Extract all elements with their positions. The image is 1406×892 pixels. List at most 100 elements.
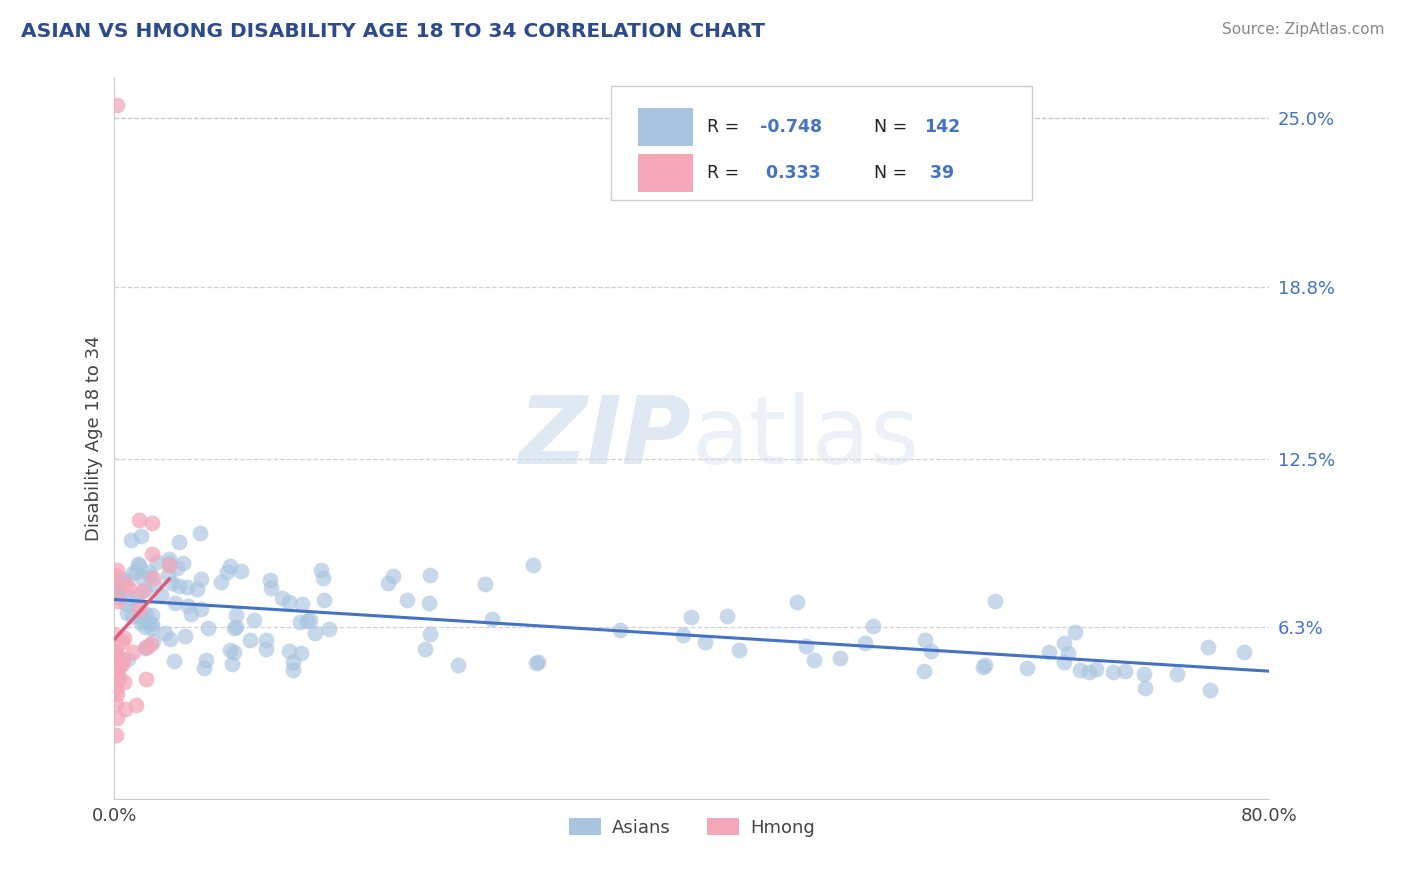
Point (128, 602, 150, 616)
Point (157, 558, 180, 573)
Point (108, 591, 131, 605)
Point (522, 558, 544, 572)
Point (1069, 663, 1091, 677)
Point (1056, 646, 1078, 660)
Point (188, 526, 211, 541)
Point (166, 561, 188, 575)
Point (105, 697, 128, 711)
Point (260, 581, 283, 595)
Point (1133, 681, 1156, 695)
Point (111, 572, 134, 586)
Point (107, 579, 129, 593)
Point (159, 632, 181, 647)
Point (418, 596, 440, 610)
Text: ASIAN VS HMONG DISABILITY AGE 18 TO 34 CORRELATION CHART: ASIAN VS HMONG DISABILITY AGE 18 TO 34 C… (21, 22, 765, 41)
Point (107, 587, 129, 601)
Point (474, 577, 496, 591)
Point (290, 646, 312, 660)
Point (1233, 644, 1256, 658)
Point (277, 595, 299, 609)
Point (138, 569, 160, 583)
Point (120, 591, 142, 606)
Point (381, 569, 404, 583)
Point (157, 552, 180, 566)
Point (128, 558, 150, 572)
Text: R =: R = (707, 164, 745, 182)
Point (419, 627, 441, 641)
Point (104, 728, 127, 742)
Point (122, 566, 145, 581)
Point (135, 607, 157, 621)
Point (118, 581, 141, 595)
Point (104, 628, 127, 642)
Point (163, 654, 186, 668)
Point (105, 653, 128, 667)
Point (105, 682, 128, 697)
Point (146, 555, 169, 569)
Point (1197, 640, 1219, 654)
Point (281, 663, 304, 677)
Point (115, 606, 138, 620)
Point (298, 614, 321, 628)
Point (1017, 660, 1039, 674)
Point (195, 653, 218, 667)
Point (115, 576, 138, 591)
Point (239, 632, 262, 647)
Point (112, 675, 135, 690)
Point (107, 583, 129, 598)
Point (419, 568, 441, 582)
Point (138, 617, 160, 632)
Point (1038, 645, 1060, 659)
Point (143, 578, 166, 592)
Point (672, 628, 695, 642)
Point (413, 642, 436, 657)
Point (1132, 667, 1154, 681)
Point (132, 611, 155, 625)
Text: -0.748: -0.748 (759, 118, 823, 136)
Point (1084, 662, 1107, 676)
Point (105, 563, 128, 577)
Text: 0.333: 0.333 (759, 164, 821, 182)
Point (107, 660, 129, 674)
Point (142, 572, 165, 586)
Point (288, 615, 311, 630)
Point (114, 573, 136, 587)
Point (157, 556, 180, 570)
Point (716, 609, 738, 624)
Point (828, 651, 851, 665)
Point (221, 657, 243, 671)
Point (197, 621, 219, 635)
Point (155, 626, 177, 640)
Point (107, 594, 129, 608)
Point (972, 659, 994, 673)
Point (104, 579, 127, 593)
Point (138, 565, 160, 579)
Point (218, 643, 240, 657)
Point (225, 619, 247, 633)
Point (131, 612, 153, 626)
Point (1053, 636, 1076, 650)
Point (803, 653, 825, 667)
Bar (637, 108, 693, 145)
Point (141, 616, 163, 631)
Point (115, 598, 138, 612)
Point (983, 594, 1005, 608)
Point (920, 644, 942, 658)
Point (111, 651, 134, 665)
Point (291, 598, 314, 612)
Point (190, 602, 212, 616)
Point (222, 645, 245, 659)
Point (259, 573, 281, 587)
Point (141, 516, 163, 531)
Point (120, 533, 142, 547)
Point (1114, 665, 1136, 679)
Point (105, 711, 128, 725)
Point (131, 616, 153, 631)
Point (217, 565, 239, 579)
Point (104, 644, 127, 658)
Point (127, 589, 149, 603)
Text: ZIP: ZIP (519, 392, 692, 484)
Point (1064, 624, 1087, 639)
Point (172, 556, 194, 570)
Point (139, 637, 162, 651)
